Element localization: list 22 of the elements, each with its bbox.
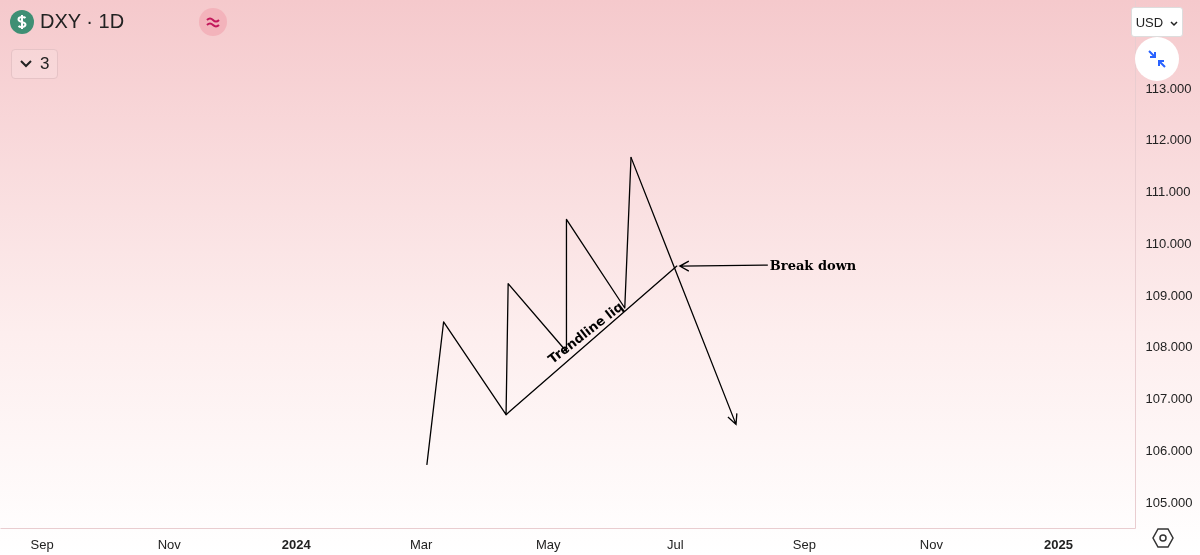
x-tick-label: Jul [666, 536, 684, 552]
y-tick-label: 111.000 [1145, 184, 1191, 200]
text: USD [1135, 14, 1164, 30]
y-tick-label: 109.000 [1145, 287, 1193, 303]
x-tick-label: Nov [157, 536, 182, 552]
x-tick-label: 2025 [1043, 536, 1073, 552]
y-tick-label: 110.000 [1145, 235, 1192, 251]
y-tick-label: 112.000 [1145, 132, 1192, 148]
x-tick-label: May [535, 536, 561, 552]
x-tick-label: Mar [409, 536, 434, 552]
y-tick-label: 107.000 [1145, 391, 1193, 407]
x-tick-label: Sep [30, 536, 54, 552]
annotation: 3 [40, 54, 50, 74]
y-tick-label: 113.000 [1145, 80, 1192, 96]
y-tick-label: 108.000 [1145, 339, 1193, 355]
x-tick-label: 2024 [281, 536, 312, 552]
x-tick-label: Nov [919, 536, 944, 552]
y-tick-label: 105.000 [1145, 494, 1193, 510]
x-tick-label: Sep [792, 536, 816, 552]
y-tick-label: 106.000 [1145, 442, 1193, 458]
annotation: Break down [769, 258, 857, 274]
text: DXY · 1D [40, 10, 125, 33]
